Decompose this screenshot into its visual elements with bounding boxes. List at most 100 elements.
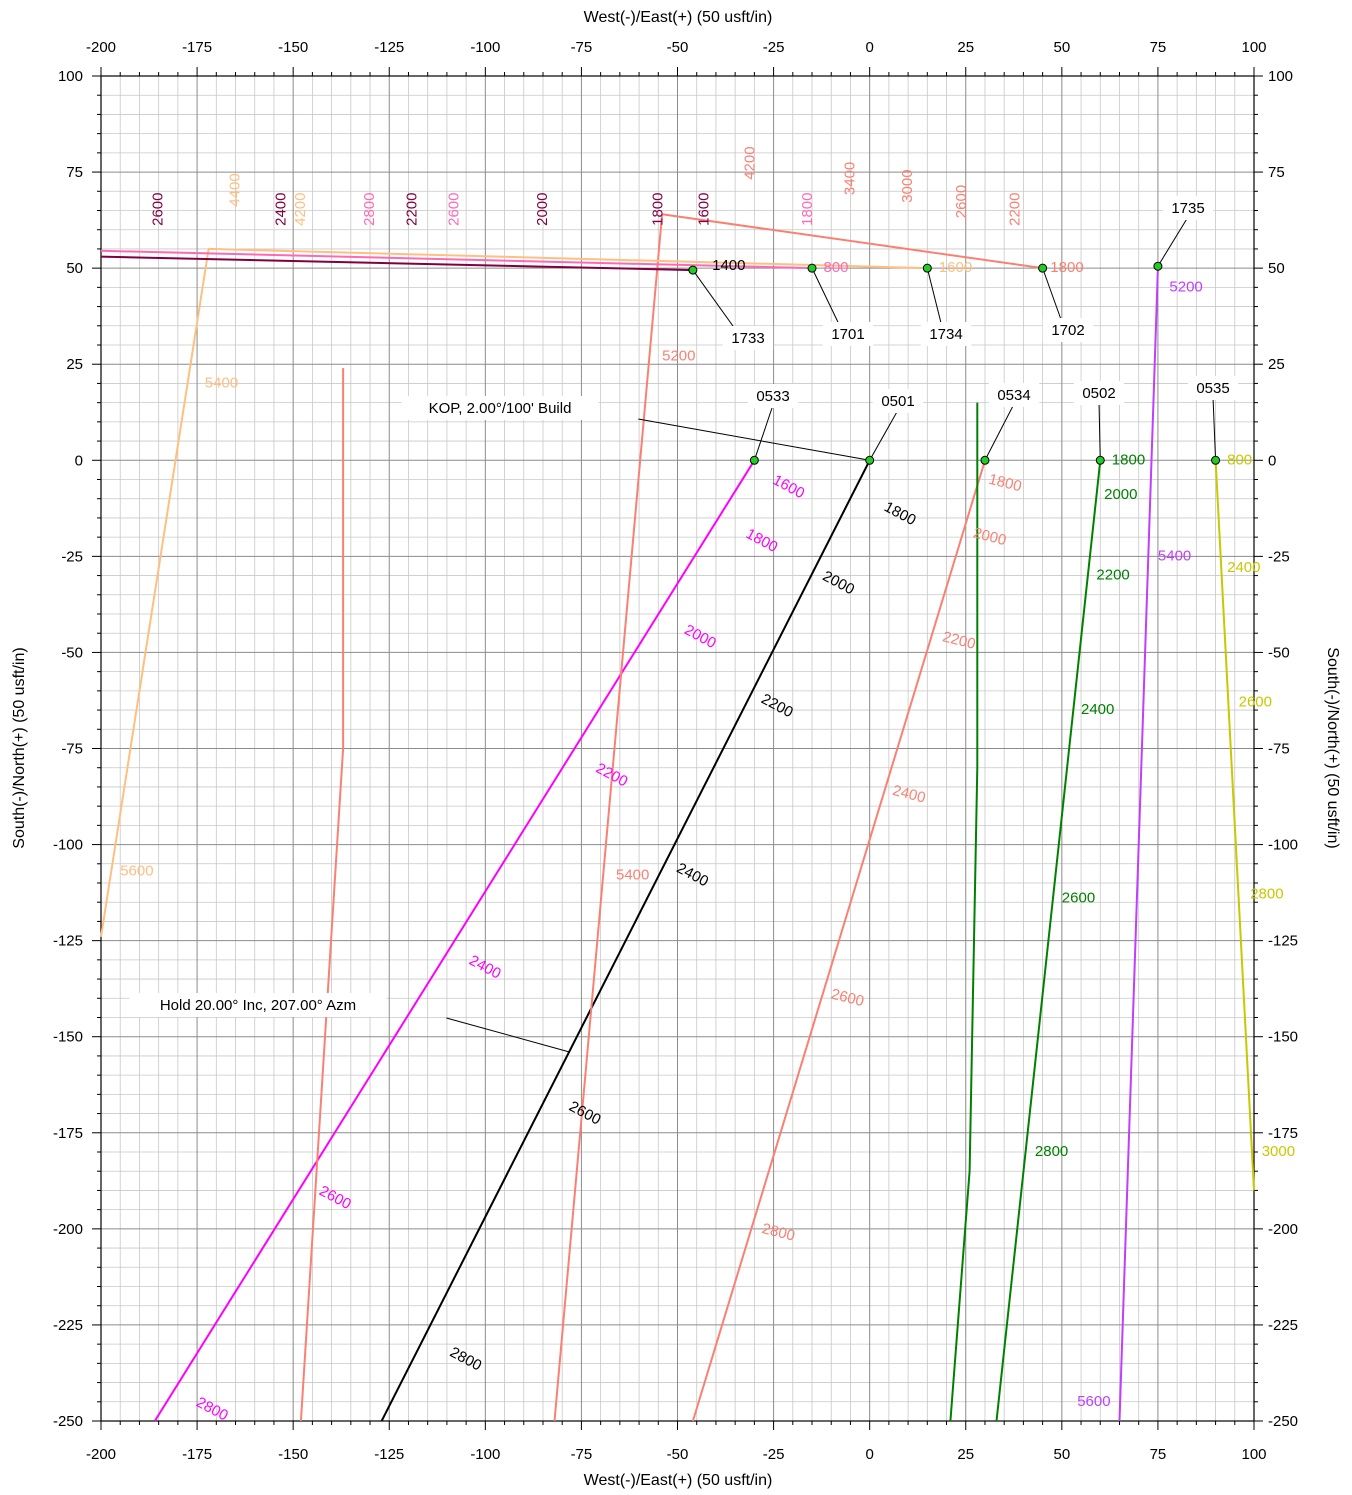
well-path-2: [380, 459, 871, 1422]
depth-label: 5600: [1077, 1393, 1110, 1410]
depth-label: 4400: [226, 173, 243, 206]
depth-label: 1800: [1050, 259, 1083, 276]
depth-label: 2000: [1104, 486, 1137, 503]
y-tick-label: 0: [1268, 452, 1276, 469]
depth-label: 2400: [1227, 559, 1260, 576]
callout-label-0502: 0502: [1082, 385, 1115, 402]
callout-box: [988, 383, 1040, 407]
x-tick-label: -175: [182, 1446, 212, 1463]
depth-label: 2600: [953, 185, 970, 218]
depth-label: 5400: [616, 866, 649, 883]
depth-label: 2000: [534, 193, 551, 226]
y-axis-title-right: South(-)/North(+) (50 usft/in): [1324, 647, 1341, 848]
well-markers: [688, 261, 1221, 465]
well-marker-0502: [1095, 455, 1105, 465]
callout-label-1735: 1735: [1171, 200, 1204, 217]
callout-leader: [638, 418, 870, 461]
callout-label-0535: 0535: [1196, 380, 1229, 397]
callout-leader: [753, 404, 774, 461]
y-tick-label: -125: [53, 933, 83, 950]
y-tick-label: -75: [1268, 741, 1290, 758]
y-tick-label: -100: [53, 837, 83, 854]
well-path-10: [100, 247, 928, 937]
x-tick-label: -200: [86, 39, 116, 56]
callout-box: [722, 326, 774, 350]
well-path-8: [299, 368, 345, 1422]
depth-label: 2200: [1096, 567, 1129, 584]
y-tick-label: 50: [66, 260, 83, 277]
well-marker-1701: [807, 263, 817, 273]
depth-label: 3000: [899, 169, 916, 202]
depth-label: 800: [824, 259, 849, 276]
x-tick-label: 75: [1150, 39, 1167, 56]
callout-box: [401, 396, 599, 420]
well-path-1: [153, 459, 756, 1422]
x-tick-label: 100: [1241, 39, 1266, 56]
callout-box: [1073, 381, 1125, 405]
callout-leader: [1098, 401, 1101, 461]
well-marker-1702: [1038, 263, 1048, 273]
depth-label: 2200: [403, 193, 420, 226]
y-tick-label: 25: [1268, 356, 1285, 373]
callout-leader: [1157, 216, 1189, 267]
well-marker-0535: [1211, 455, 1221, 465]
x-tick-label: -100: [470, 39, 500, 56]
x-tick-label: -25: [763, 39, 785, 56]
y-tick-label: 75: [1268, 164, 1285, 181]
x-axis-title-top: West(-)/East(+) (50 usft/in): [584, 9, 773, 26]
y-tick-label: -175: [53, 1125, 83, 1142]
callout-leader: [446, 1017, 571, 1053]
depth-label: 1600: [695, 193, 712, 226]
x-tick-label: -75: [571, 1446, 593, 1463]
x-tick-label: -25: [763, 1446, 785, 1463]
y-tick-label: -25: [61, 548, 83, 565]
y-tick-label: 75: [66, 164, 83, 181]
well-marker-0501: [865, 455, 875, 465]
x-tick-label: -50: [667, 1446, 689, 1463]
well-path-12: [100, 255, 693, 272]
well-path-5: [949, 402, 979, 1422]
depth-label: 3400: [841, 162, 858, 195]
well-path-6: [1118, 268, 1159, 1422]
callout-label-1701: 1701: [831, 326, 864, 343]
y-tick-label: -225: [1268, 1317, 1298, 1334]
callout-box: [822, 322, 874, 346]
depth-label: 3000: [1262, 1143, 1295, 1160]
y-tick-label: -25: [1268, 548, 1290, 565]
callout-label-1702: 1702: [1051, 322, 1084, 339]
depth-label: 5200: [662, 347, 695, 364]
x-tick-label: 50: [1053, 1446, 1070, 1463]
well-marker-1734: [922, 263, 932, 273]
depth-label: 5600: [120, 862, 153, 879]
callout-label-0501: 0501: [881, 393, 914, 410]
y-tick-label: 0: [75, 452, 83, 469]
callout-label-1734: 1734: [929, 326, 962, 343]
callout-box: [1042, 318, 1094, 342]
depth-label: 4200: [292, 193, 309, 226]
depth-label: 1800: [649, 193, 666, 226]
callout-box: [747, 384, 799, 408]
depth-label: 2800: [1250, 885, 1283, 902]
callout-label-1733: 1733: [731, 330, 764, 347]
callout-label-kop: KOP, 2.00°/100' Build: [429, 400, 572, 417]
well-path-11: [100, 249, 813, 270]
depth-label: 1800: [1112, 451, 1145, 468]
y-tick-label: -150: [53, 1029, 83, 1046]
y-tick-label: -175: [1268, 1125, 1298, 1142]
depth-label: 5400: [1158, 547, 1191, 564]
x-tick-label: 0: [865, 39, 873, 56]
y-tick-label: -100: [1268, 837, 1298, 854]
callout-box: [1162, 196, 1214, 220]
callout-label-hold: Hold 20.00° Inc, 207.00° Azm: [160, 997, 356, 1014]
depth-label: 2800: [361, 193, 378, 226]
x-tick-label: -125: [374, 39, 404, 56]
x-axis-title-bottom: West(-)/East(+) (50 usft/in): [584, 1472, 773, 1489]
y-tick-label: -200: [53, 1221, 83, 1238]
well-path-9: [553, 213, 1043, 1422]
well-path-7: [1214, 460, 1255, 1191]
well-path-3: [691, 460, 986, 1422]
depth-label: 5400: [205, 374, 238, 391]
x-tick-label: 0: [865, 1446, 873, 1463]
x-tick-label: 75: [1150, 1446, 1167, 1463]
y-tick-label: -50: [1268, 644, 1290, 661]
